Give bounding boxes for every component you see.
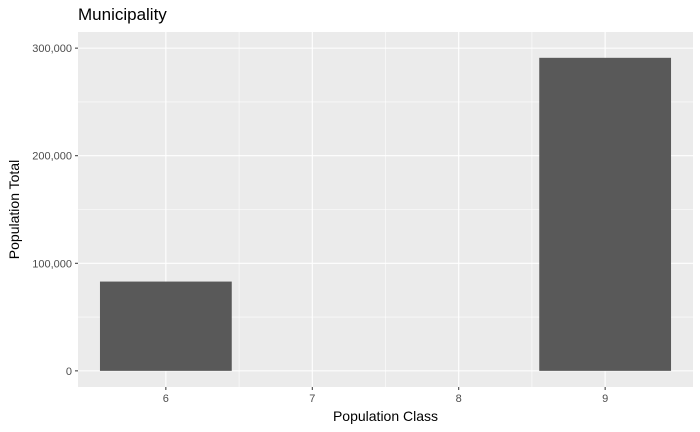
x-tick-label: 6 <box>163 393 169 405</box>
chart-title: Municipality <box>78 5 167 24</box>
y-tick-label: 0 <box>66 366 72 378</box>
bar <box>99 281 232 371</box>
x-axis: 6 7 8 9 <box>163 387 608 405</box>
y-tick-label: 300,000 <box>32 43 72 55</box>
y-tick-label: 200,000 <box>32 151 72 163</box>
x-tick-label: 8 <box>456 393 462 405</box>
bar <box>539 57 672 371</box>
y-tick-label: 100,000 <box>32 258 72 270</box>
bars <box>99 57 672 371</box>
x-axis-title: Population Class <box>333 408 438 424</box>
x-tick-label: 7 <box>309 393 315 405</box>
y-axis: 0 100,000 200,000 300,000 <box>32 43 78 378</box>
x-tick-label: 9 <box>602 393 608 405</box>
y-axis-title: Population Total <box>6 160 22 259</box>
